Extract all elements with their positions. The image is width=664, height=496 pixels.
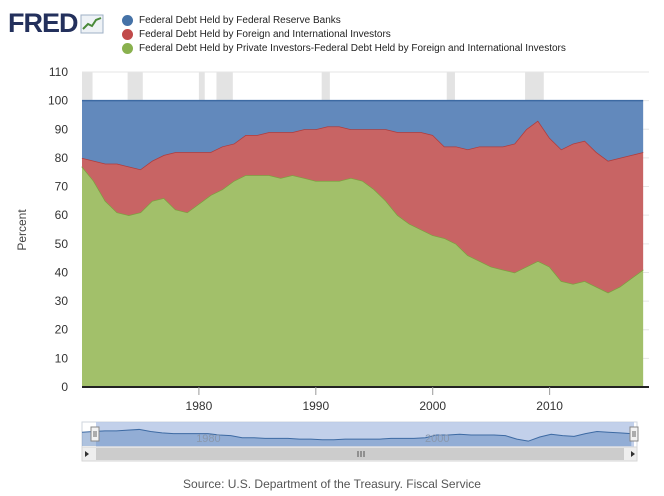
navigator-scrollbar[interactable] (81, 446, 638, 462)
area-federal-reserve (82, 100, 644, 170)
navigator-area (82, 429, 632, 446)
legend-item-private[interactable]: Federal Debt Held by Private Investors-F… (122, 41, 566, 55)
legend-marker-fed (122, 14, 133, 26)
y-tick-label: 40 (55, 265, 69, 279)
scrollbar-thumb[interactable] (96, 448, 624, 460)
navigator-handle-left[interactable] (90, 426, 100, 442)
y-tick-label: 70 (55, 180, 69, 194)
scroll-right-icon[interactable] (631, 451, 635, 457)
y-tick-label: 10 (55, 351, 69, 365)
y-tick-label: 20 (55, 323, 69, 337)
legend-label-fed: Federal Debt Held by Federal Reserve Ban… (139, 14, 341, 26)
legend-label-private: Federal Debt Held by Private Investors-F… (139, 42, 566, 54)
fred-logo[interactable]: FRED (8, 8, 104, 39)
y-tick-label: 0 (61, 380, 68, 394)
legend-label-foreign: Federal Debt Held by Foreign and Interna… (139, 28, 391, 40)
chart-legend: Federal Debt Held by Federal Reserve Ban… (122, 13, 566, 55)
y-axis-label: Percent (15, 209, 29, 251)
logo-text: FRED (8, 8, 78, 38)
legend-item-foreign[interactable]: Federal Debt Held by Foreign and Interna… (122, 27, 566, 41)
range-navigator[interactable]: 1980 2000 (81, 421, 639, 448)
navigator-handle-right[interactable] (629, 426, 639, 442)
x-tick-label: 2010 (536, 399, 563, 413)
scroll-left-icon[interactable] (85, 451, 89, 457)
area-foreign-investors (82, 120, 644, 293)
source-note: Source: U.S. Department of the Treasury.… (183, 477, 481, 491)
x-tick-label: 1990 (302, 399, 329, 413)
x-tick-label: 2000 (419, 399, 446, 413)
navigator-series (81, 428, 632, 446)
axes: 0 10 20 30 40 50 60 70 80 90 100 110 1980 1990 2000 201… (48, 65, 649, 413)
y-tick-label: 90 (55, 122, 69, 136)
navigator-labels: 1980 2000 (196, 433, 449, 445)
legend-item-fed[interactable]: Federal Debt Held by Federal Reserve Ban… (122, 13, 566, 27)
scrollbar-grip-icon (357, 451, 365, 457)
y-tick-label: 80 (55, 151, 69, 165)
y-tick-label: 60 (55, 208, 69, 222)
stacked-areas (81, 99, 644, 387)
navigator-line (81, 428, 632, 442)
navigator-tick-label: 1980 (196, 433, 220, 445)
y-tick-label: 30 (55, 294, 69, 308)
navigator-tick-label: 2000 (425, 433, 449, 445)
area-private-investors (82, 166, 644, 387)
legend-marker-foreign (122, 28, 133, 40)
y-tick-label: 50 (55, 237, 69, 251)
x-tick-label: 1980 (186, 399, 213, 413)
y-tick-label: 110 (49, 65, 68, 79)
legend-marker-private (122, 42, 133, 54)
chart-spark-icon (80, 14, 103, 33)
y-tick-label: 100 (48, 94, 68, 108)
